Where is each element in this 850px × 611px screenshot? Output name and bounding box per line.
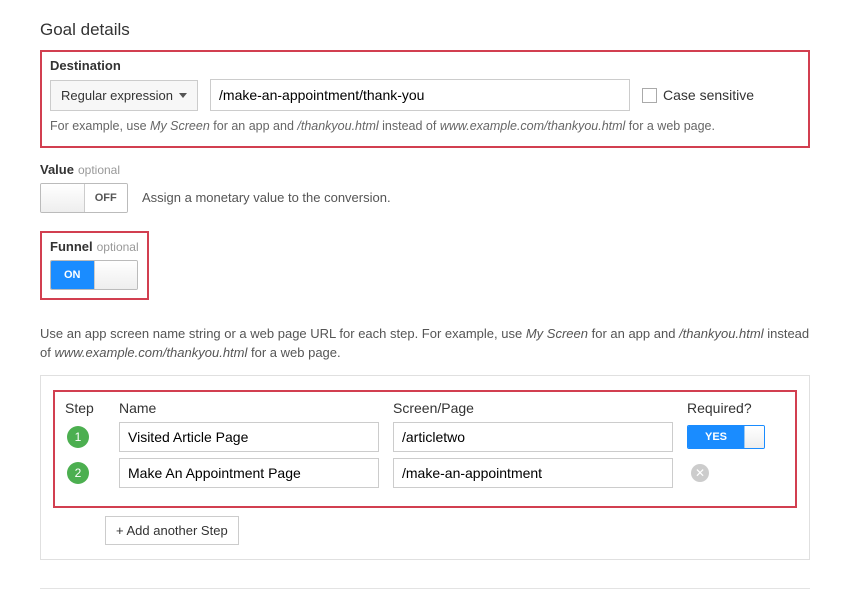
funnel-steps-panel: Step Name Screen/Page Required? 1 YES 2 … xyxy=(40,375,810,560)
destination-section: Destination Regular expression Case sens… xyxy=(40,50,810,148)
divider xyxy=(40,588,810,589)
step-required-yes: YES xyxy=(688,426,744,448)
col-name: Name xyxy=(119,400,379,416)
remove-step-button[interactable]: ✕ xyxy=(691,464,709,482)
funnel-help-text: Use an app screen name string or a web p… xyxy=(40,324,810,363)
case-sensitive-label: Case sensitive xyxy=(663,87,754,103)
destination-hint: For example, use My Screen for an app an… xyxy=(50,117,800,136)
destination-input[interactable] xyxy=(210,79,630,111)
close-icon: ✕ xyxy=(695,466,705,480)
col-step: Step xyxy=(65,400,105,416)
destination-label: Destination xyxy=(50,58,800,73)
funnel-header: Funneloptional ON xyxy=(40,231,149,300)
match-type-value: Regular expression xyxy=(61,88,173,103)
value-label: Valueoptional xyxy=(40,162,810,177)
page-title: Goal details xyxy=(40,20,810,40)
toggle-blank xyxy=(94,261,138,289)
checkbox-icon xyxy=(642,88,657,103)
step-page-input[interactable] xyxy=(393,422,673,452)
steps-header: Step Name Screen/Page Required? xyxy=(65,400,785,416)
step-row: 2 ✕ xyxy=(65,458,785,488)
col-page: Screen/Page xyxy=(393,400,673,416)
funnel-label: Funneloptional xyxy=(50,239,139,254)
step-required-toggle[interactable]: YES xyxy=(687,425,765,449)
toggle-blank xyxy=(41,184,85,212)
chevron-down-icon xyxy=(179,93,187,98)
match-type-dropdown[interactable]: Regular expression xyxy=(50,80,198,111)
value-toggle[interactable]: OFF xyxy=(40,183,128,213)
funnel-steps-highlight: Step Name Screen/Page Required? 1 YES 2 … xyxy=(53,390,797,508)
step-number-badge: 1 xyxy=(67,426,89,448)
step-name-input[interactable] xyxy=(119,458,379,488)
toggle-on-label: ON xyxy=(51,261,94,289)
case-sensitive-option[interactable]: Case sensitive xyxy=(642,87,754,103)
step-row: 1 YES xyxy=(65,422,785,452)
value-description: Assign a monetary value to the conversio… xyxy=(142,190,391,205)
add-step-button[interactable]: + Add another Step xyxy=(105,516,239,545)
toggle-off-label: OFF xyxy=(85,184,128,212)
step-page-input[interactable] xyxy=(393,458,673,488)
toggle-blank xyxy=(744,426,764,448)
funnel-toggle[interactable]: ON xyxy=(50,260,138,290)
step-number-badge: 2 xyxy=(67,462,89,484)
col-required: Required? xyxy=(687,400,777,416)
step-name-input[interactable] xyxy=(119,422,379,452)
